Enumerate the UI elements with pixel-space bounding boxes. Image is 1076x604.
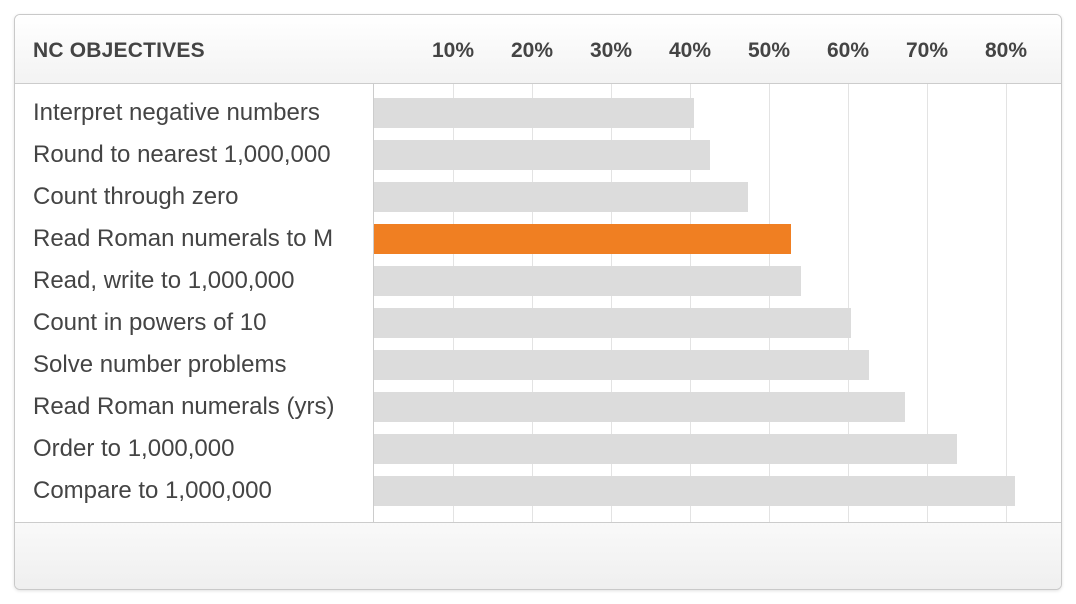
x-tick-label: 20% (510, 39, 554, 62)
bar (374, 266, 801, 296)
category-label: Count in powers of 10 (33, 309, 267, 336)
gridline (690, 84, 691, 522)
bar (374, 434, 958, 464)
category-label: Read, write to 1,000,000 (33, 267, 295, 294)
y-axis-line (373, 84, 374, 522)
category-label: Compare to 1,000,000 (33, 477, 272, 504)
x-tick-label: 40% (668, 39, 712, 62)
category-label: Read Roman numerals (yrs) (33, 393, 335, 420)
chart-header: NC OBJECTIVES 10% 20% 30% 40% 50% 60% 70% 80% (15, 15, 1061, 84)
gridline (848, 84, 849, 522)
gridline (927, 84, 928, 522)
category-label: Solve number problems (33, 351, 287, 378)
category-label: Read Roman numerals to M (33, 225, 334, 252)
bar (374, 182, 748, 212)
x-tick-label: 70% (905, 39, 949, 62)
gridline (453, 84, 454, 522)
gridline (1006, 84, 1007, 522)
bar (374, 98, 694, 128)
chart-panel: NC OBJECTIVES 10% 20% 30% 40% 50% 60% 70% 80% I… (14, 14, 1062, 590)
category-label: Count through zero (33, 183, 239, 210)
x-tick-label: 60% (826, 39, 870, 62)
bar (374, 350, 869, 380)
x-tick-label: 50% (747, 39, 791, 62)
x-tick-label: 10% (431, 39, 475, 62)
category-label: Order to 1,000,000 (33, 435, 235, 462)
x-tick-label: 30% (589, 39, 633, 62)
bar (374, 140, 710, 170)
chart-footer (15, 522, 1061, 589)
bar (374, 308, 852, 338)
plot-area: Interpret negative numbers Round to neare… (15, 84, 1061, 522)
gridline (532, 84, 533, 522)
x-tick-label: 80% (984, 39, 1028, 62)
gridline (769, 84, 770, 522)
bar (374, 392, 905, 422)
chart-title: NC OBJECTIVES (33, 39, 205, 62)
gridline (611, 84, 612, 522)
category-label: Round to nearest 1,000,000 (33, 141, 331, 168)
category-label: Interpret negative numbers (33, 99, 320, 126)
bar (374, 476, 1016, 506)
bar-highlighted (374, 224, 792, 254)
